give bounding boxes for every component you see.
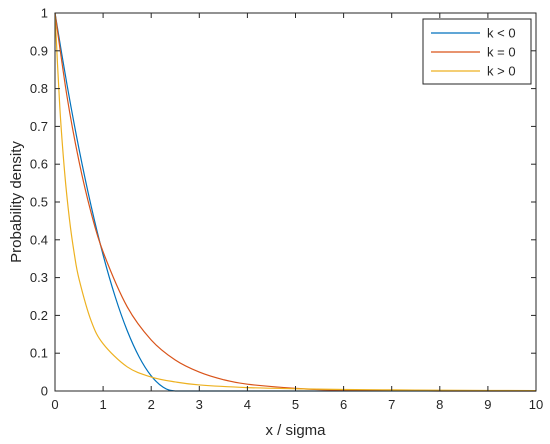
ticks-layer: 0 1 2 3 4 5 6 7 8 9 10 0 0.1 0.2 0.3 0.4 0.5 0.6 0.7 0.8 0.9…	[30, 6, 543, 413]
x-tick-label: 0	[51, 397, 58, 412]
x-tick-label: 3	[196, 397, 203, 412]
y-tick-label: 0.4	[30, 232, 48, 247]
x-tick-label: 7	[388, 397, 395, 412]
y-tick-label: 0	[41, 384, 48, 399]
y-tick-label: 1	[41, 6, 48, 21]
legend-label-k-lt-0: k < 0	[487, 26, 516, 41]
y-tick-label: 0.1	[30, 346, 48, 361]
y-axis-label: Probability density	[8, 141, 25, 263]
y-tick-label: 0.7	[30, 119, 48, 134]
y-tick-label: 0.6	[30, 157, 48, 172]
x-tick-label: 4	[244, 397, 251, 412]
legend: k < 0 k = 0 k > 0	[422, 18, 532, 85]
y-tick-label: 0.8	[30, 81, 48, 96]
x-axis-label: x / sigma	[265, 422, 326, 439]
x-tick-label: 6	[340, 397, 347, 412]
legend-label-k-eq-0: k = 0	[487, 45, 516, 60]
x-tick-label: 5	[292, 397, 299, 412]
x-tick-label: 8	[436, 397, 443, 412]
x-tick-label: 9	[484, 397, 491, 412]
legend-label-k-gt-0: k > 0	[487, 64, 516, 79]
y-tick-label: 0.2	[30, 308, 48, 323]
x-tick-label: 2	[148, 397, 155, 412]
x-tick-label: 1	[99, 397, 106, 412]
y-tick-label: 0.5	[30, 195, 48, 210]
y-tick-label: 0.3	[30, 270, 48, 285]
x-tick-label: 10	[529, 397, 543, 412]
plot-frame	[54, 12, 537, 392]
y-tick-label: 0.9	[30, 43, 48, 58]
